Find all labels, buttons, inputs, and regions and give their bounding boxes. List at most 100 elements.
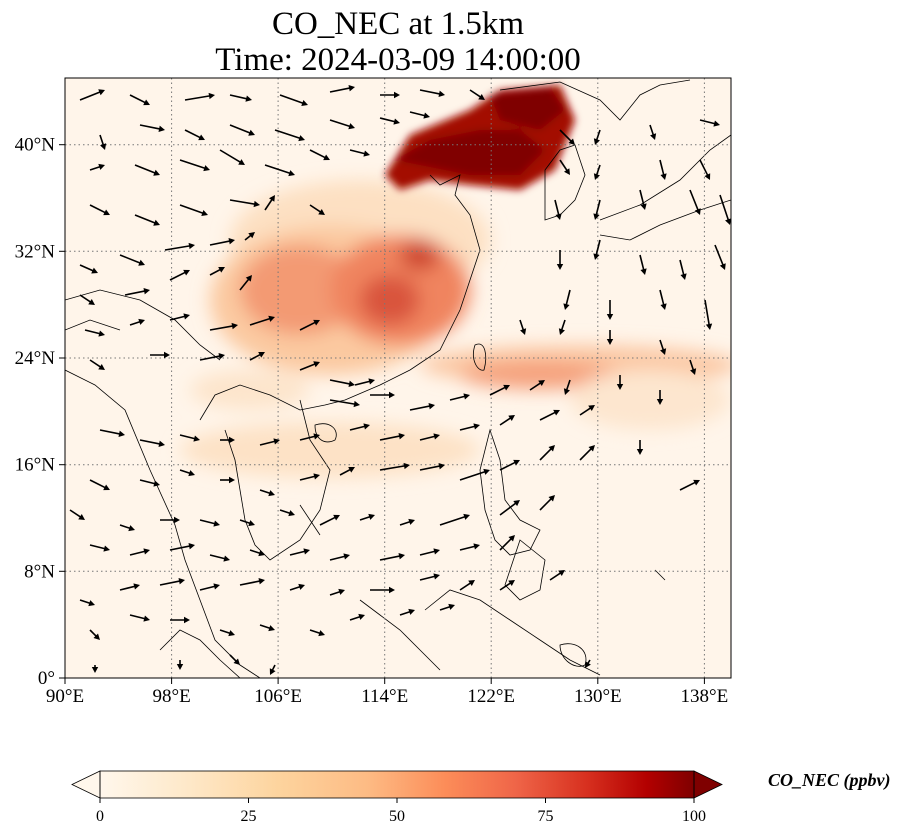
wind-arrow xyxy=(379,462,410,471)
wind-arrow xyxy=(299,473,320,481)
wind-arrow xyxy=(220,476,235,484)
wind-arrow xyxy=(719,194,731,225)
wind-arrow xyxy=(679,259,687,280)
wind-arrow xyxy=(656,390,664,405)
wind-arrow xyxy=(89,359,105,370)
wind-arrow xyxy=(229,654,240,665)
x-tick-label: 114°E xyxy=(361,686,408,707)
wind-arrow xyxy=(359,513,375,521)
wind-arrow xyxy=(449,393,470,401)
wind-arrow xyxy=(279,94,308,106)
wind-arrow xyxy=(409,403,435,411)
wind-arrow xyxy=(659,159,667,180)
wind-arrow xyxy=(419,548,440,556)
wind-arrow xyxy=(89,163,105,171)
wind-arrow xyxy=(559,159,570,175)
wind-arrow xyxy=(179,159,210,172)
wind-arrow xyxy=(649,124,657,140)
wind-arrow xyxy=(139,124,165,132)
wind-arrow xyxy=(239,578,265,586)
wind-arrow xyxy=(399,608,415,616)
wind-arrow xyxy=(264,195,275,211)
wind-arrow xyxy=(399,518,415,526)
wind-arrow xyxy=(459,468,490,481)
wind-arrow xyxy=(539,495,555,511)
wind-arrow xyxy=(354,378,375,386)
wind-arrow xyxy=(616,375,624,390)
wind-arrow xyxy=(249,549,265,557)
wind-arrow xyxy=(99,429,125,437)
wind-arrow xyxy=(579,445,595,461)
wind-arrow xyxy=(129,318,145,326)
wind-arrow xyxy=(499,415,515,426)
colorbar-extend-high xyxy=(693,770,723,799)
wind-arrow xyxy=(699,159,711,180)
wind-arrow xyxy=(209,267,225,276)
wind-arrow xyxy=(139,439,165,447)
wind-arrow xyxy=(274,129,305,142)
wind-arrow xyxy=(439,603,455,611)
wind-arrow xyxy=(489,384,510,396)
wind-arrow xyxy=(499,459,520,471)
wind-arrow xyxy=(150,351,170,359)
wind-arrow xyxy=(329,119,355,130)
colorbar-extend-low xyxy=(71,770,101,799)
wind-arrow xyxy=(379,553,405,561)
wind-arrow xyxy=(689,359,697,375)
wind-arrow xyxy=(309,149,330,161)
wind-arrow xyxy=(529,380,545,391)
wind-arrow xyxy=(593,199,601,220)
wind-arrow xyxy=(370,586,395,594)
wind-arrow xyxy=(229,94,252,102)
wind-arrow xyxy=(309,629,325,637)
wind-arrow xyxy=(554,199,562,220)
wind-vectors xyxy=(69,85,731,675)
wind-arrow xyxy=(124,288,150,296)
colorbar-tick-label: 0 xyxy=(96,808,104,825)
wind-arrow xyxy=(220,436,235,444)
wind-arrow xyxy=(209,554,230,562)
wind-arrow xyxy=(79,89,105,101)
wind-arrow xyxy=(129,614,150,622)
colorbar-gradient xyxy=(100,771,694,798)
wind-arrow xyxy=(160,516,180,524)
wind-arrow xyxy=(84,329,105,337)
y-tick-label: 32°N xyxy=(15,241,56,262)
figure-subtitle: Time: 2024-03-09 14:00:00 xyxy=(215,42,581,78)
wind-arrow xyxy=(79,294,95,305)
wind-arrow xyxy=(519,319,527,335)
wind-arrow xyxy=(349,613,365,621)
wind-arrow xyxy=(329,85,355,93)
x-tick-label: 90°E xyxy=(46,686,84,707)
wind-arrow xyxy=(499,535,515,551)
wind-arrow xyxy=(199,583,220,591)
wind-arrow xyxy=(606,330,614,345)
wind-arrow xyxy=(419,433,440,441)
wind-arrow xyxy=(259,489,275,497)
wind-arrow xyxy=(339,467,355,476)
wind-arrow xyxy=(179,434,200,442)
wind-arrow xyxy=(549,570,565,581)
wind-arrow xyxy=(259,624,275,632)
wind-arrow xyxy=(679,479,700,491)
wind-arrow xyxy=(558,319,566,335)
wind-arrow xyxy=(239,519,255,527)
wind-arrow xyxy=(79,599,95,607)
wind-arrow xyxy=(164,242,195,251)
figure-title: CO_NEC at 1.5km xyxy=(271,6,525,42)
wind-arrow xyxy=(309,204,325,215)
x-tick-label: 130°E xyxy=(574,686,622,707)
y-tick-label: 40°N xyxy=(15,135,56,156)
wind-arrow xyxy=(699,119,720,127)
wind-arrow xyxy=(593,239,601,260)
colorbar-tick-label: 100 xyxy=(682,808,706,825)
wind-arrow xyxy=(119,583,140,591)
wind-arrow xyxy=(219,149,245,165)
wind-arrow xyxy=(134,214,160,226)
wind-arrow xyxy=(659,289,667,310)
colorbar-label: CO_NEC (ppbv) xyxy=(768,770,891,790)
wind-arrow xyxy=(244,232,255,241)
coastlines xyxy=(65,79,731,678)
wind-arrow xyxy=(299,433,320,441)
wind-arrow xyxy=(379,433,405,441)
